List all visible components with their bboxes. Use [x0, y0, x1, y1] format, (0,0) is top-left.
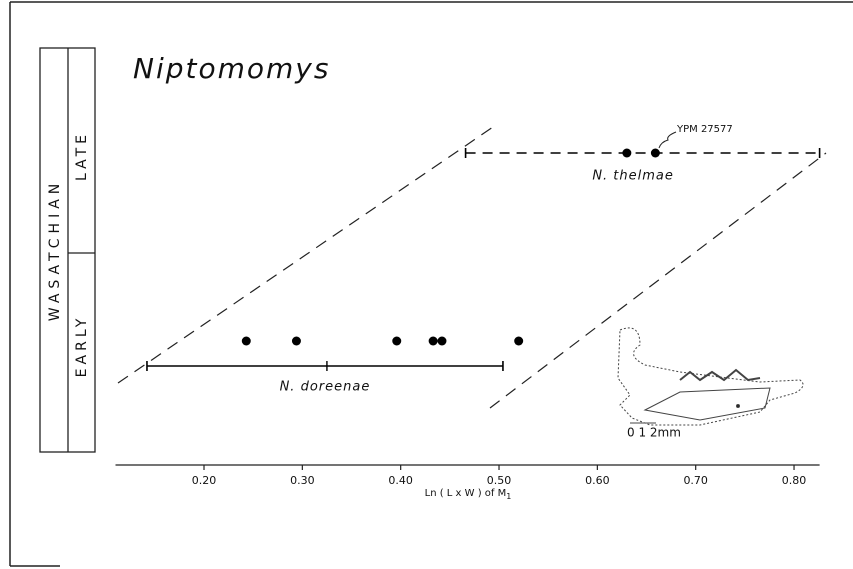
- range-bar: [466, 148, 820, 158]
- x-axis-label: Ln ( L x W ) of M1: [425, 488, 512, 501]
- data-point: [429, 337, 438, 346]
- data-point: [392, 337, 401, 346]
- x-tick-label: 0.30: [290, 474, 315, 487]
- x-tick-label: 0.70: [683, 474, 708, 487]
- x-tick-label: 0.50: [487, 474, 512, 487]
- data-point: [514, 337, 523, 346]
- data-point: [292, 337, 301, 346]
- annotation: YPM 27577: [676, 124, 733, 135]
- annotation-arrow: [659, 132, 676, 148]
- data-point: [242, 337, 251, 346]
- x-tick-label: 0.60: [585, 474, 610, 487]
- x-axis-label-main: Ln ( L x W ) of M: [425, 488, 507, 499]
- stage-label: WASATCHIAN: [47, 179, 63, 322]
- substage-label: EARLY: [74, 315, 90, 378]
- chart: WASATCHIAN EARLY LATE Niptomomys 0 1 2mm…: [0, 0, 853, 569]
- x-axis-label-sub: 1: [506, 492, 511, 501]
- x-tick-label: 0.20: [192, 474, 217, 487]
- series-label: N. thelmae: [592, 169, 674, 184]
- x-tick-label: 0.40: [388, 474, 413, 487]
- frame: [10, 2, 853, 566]
- scale-label: 0 1 2mm: [627, 426, 681, 440]
- data-point: [622, 149, 631, 158]
- series-label: N. doreenae: [280, 380, 371, 395]
- jaw-drawing: [618, 328, 803, 425]
- data-point: [651, 149, 660, 158]
- range-bar: [147, 361, 503, 371]
- substage-label: LATE: [74, 131, 90, 181]
- chart-title: Niptomomys: [133, 52, 330, 85]
- x-tick-label: 0.80: [782, 474, 807, 487]
- data-point: [437, 337, 446, 346]
